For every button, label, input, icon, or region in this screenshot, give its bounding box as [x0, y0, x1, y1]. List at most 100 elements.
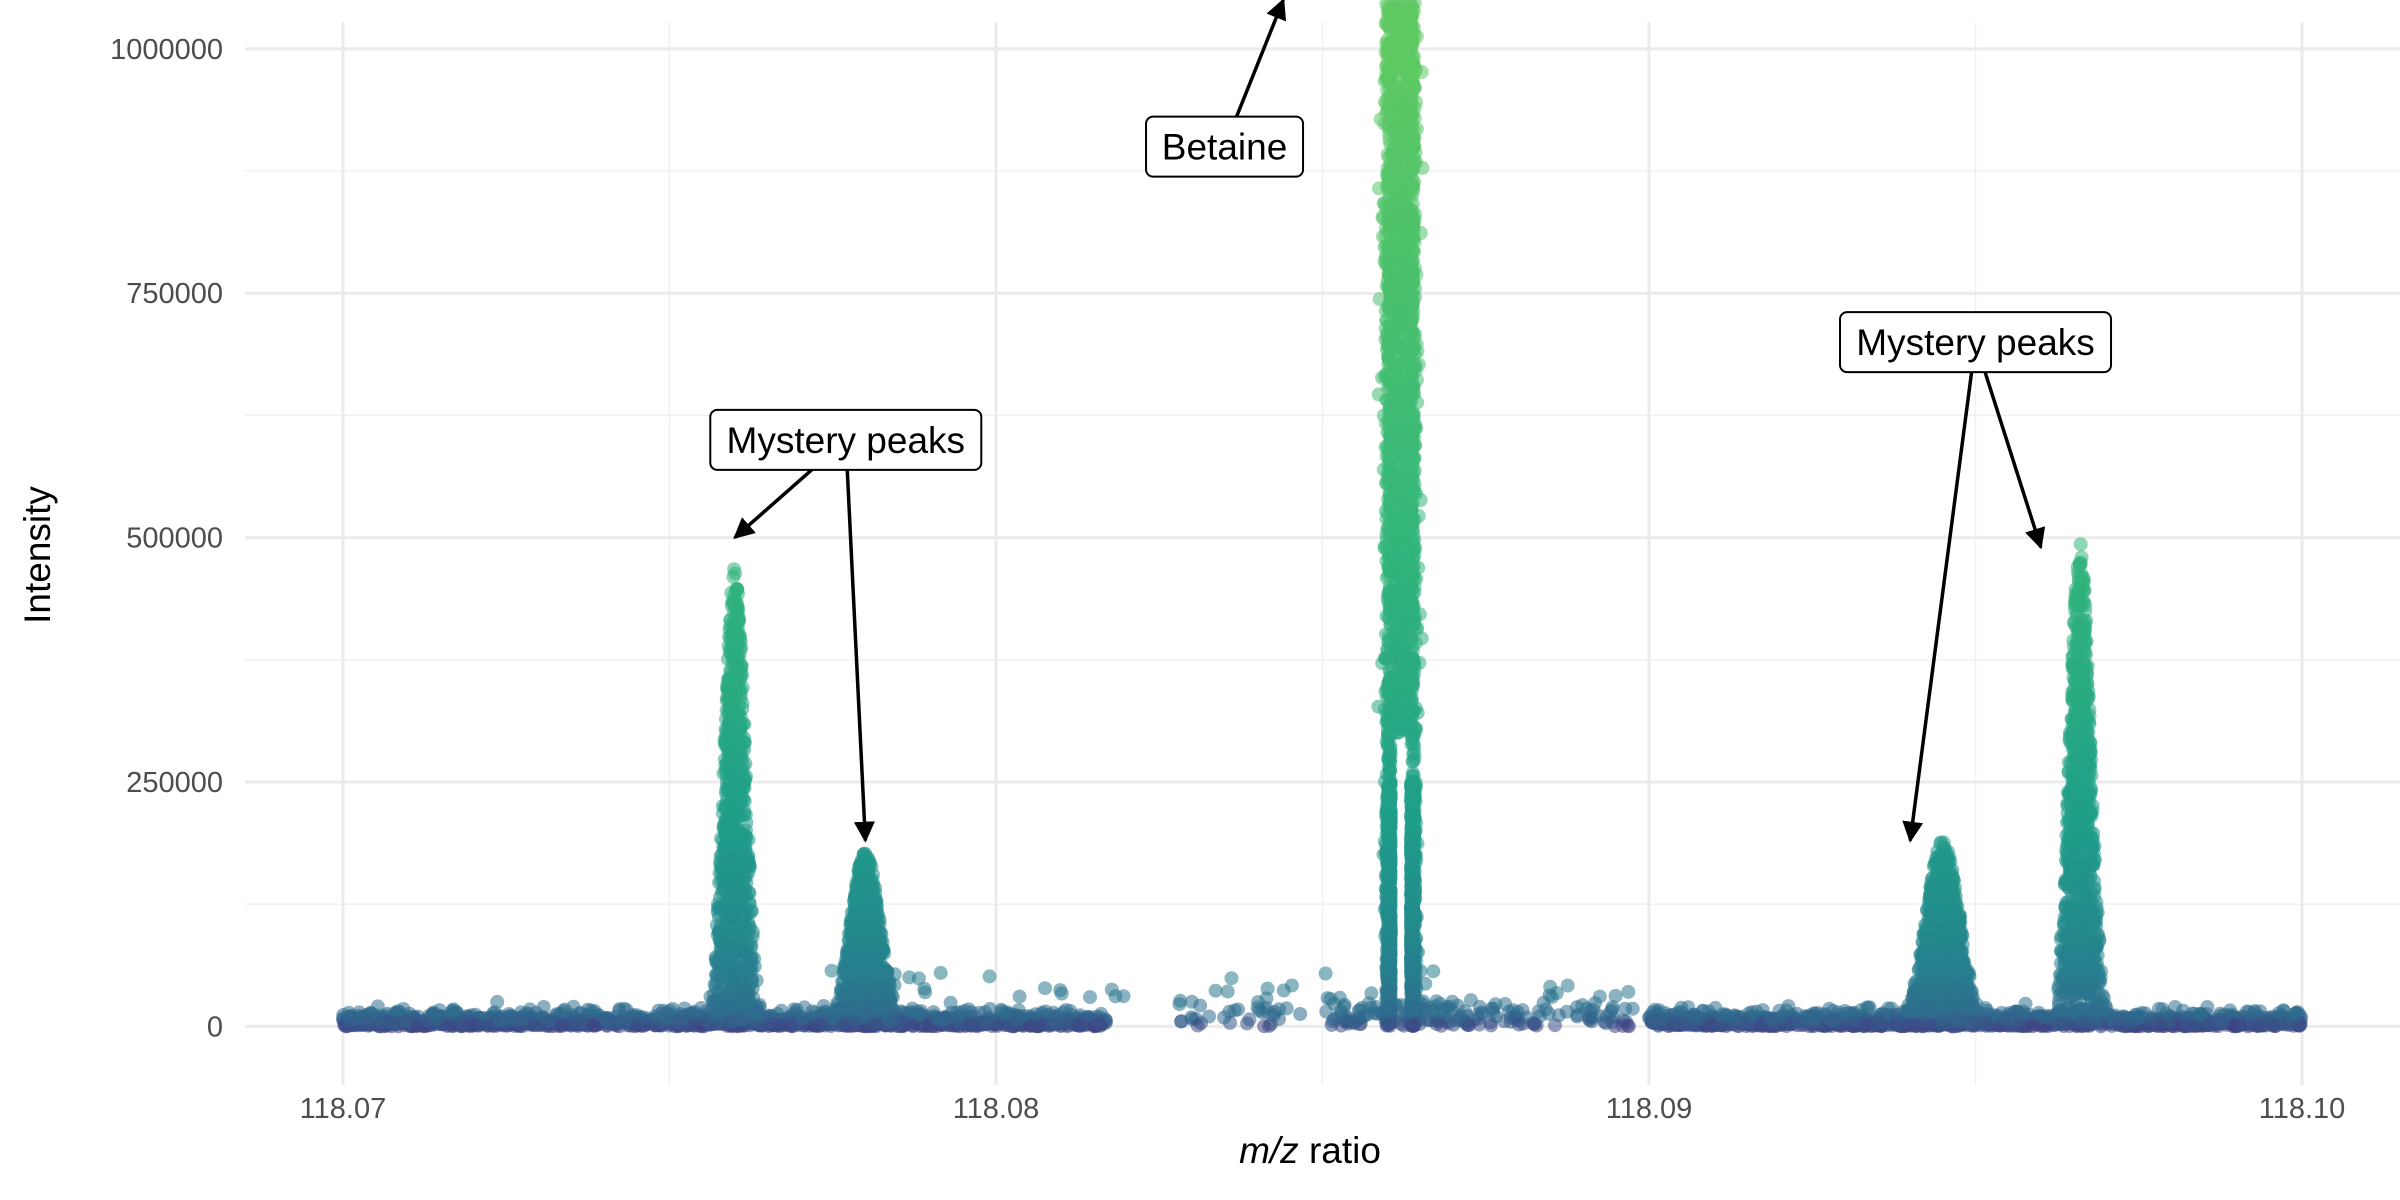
data-point	[657, 1009, 672, 1024]
data-point	[855, 898, 870, 913]
data-point	[1284, 978, 1299, 993]
data-point	[2013, 1018, 2028, 1033]
data-point	[1031, 1018, 1046, 1033]
data-point	[2025, 1019, 2040, 1034]
data-point	[720, 818, 735, 833]
data-point	[712, 922, 727, 937]
data-point	[1071, 1018, 1086, 1033]
data-point	[1014, 1009, 1029, 1024]
data-point	[828, 1004, 843, 1019]
data-point	[858, 934, 873, 948]
data-point	[1224, 971, 1239, 986]
data-point	[850, 981, 864, 996]
data-point	[863, 856, 878, 871]
data-point	[749, 1006, 763, 1021]
data-point	[962, 1018, 977, 1032]
data-point	[2000, 1012, 2015, 1027]
data-point	[721, 857, 735, 872]
data-point	[1059, 1014, 1074, 1028]
data-point	[1038, 981, 1052, 996]
data-point	[541, 1014, 556, 1029]
data-point	[722, 1015, 737, 1030]
data-point	[709, 992, 724, 1007]
data-point	[1260, 981, 1275, 996]
data-point	[1704, 1018, 1719, 1032]
data-point	[713, 958, 728, 973]
data-point	[728, 566, 743, 581]
data-point	[869, 1017, 884, 1032]
data-point	[1173, 993, 1188, 1008]
data-point	[722, 724, 737, 739]
data-point	[1799, 1009, 1814, 1024]
data-point	[455, 1017, 469, 1031]
data-point	[843, 939, 858, 954]
data-point	[943, 995, 958, 1010]
data-point	[1318, 966, 1333, 981]
data-point	[724, 1001, 739, 1016]
data-point	[859, 917, 874, 932]
data-point	[977, 1015, 992, 1030]
data-point	[1687, 1009, 1701, 1024]
data-point	[720, 689, 735, 704]
data-point	[1240, 1016, 1255, 1031]
data-point	[886, 1011, 901, 1026]
data-point	[738, 756, 753, 771]
data-point	[910, 1004, 925, 1019]
minor-gridlines	[245, 22, 2400, 1085]
data-point	[732, 875, 747, 890]
data-point	[1208, 983, 1223, 998]
data-point	[853, 1003, 868, 1018]
data-point	[1560, 978, 1575, 993]
data-point	[1728, 1010, 1743, 1025]
data-point	[1093, 1017, 1107, 1032]
data-point	[1426, 964, 1441, 979]
data-point	[511, 1013, 526, 1028]
data-point	[726, 915, 741, 930]
data-point	[990, 1018, 1005, 1033]
data-point	[728, 618, 743, 633]
data-point	[933, 965, 948, 980]
data-point	[446, 1003, 461, 1018]
data-point	[725, 745, 740, 760]
data-point	[2185, 1017, 2200, 1032]
data-point	[1670, 1015, 1685, 1030]
data-point	[1323, 992, 1338, 1006]
data-point	[1570, 1000, 1585, 1015]
data-point	[1190, 1018, 1205, 1033]
data-point	[1615, 1018, 1630, 1033]
data-point	[353, 1011, 367, 1026]
data-point	[1765, 1014, 1780, 1029]
data-point	[1331, 1010, 1346, 1025]
data-point	[733, 990, 748, 1005]
data-point	[1222, 1004, 1237, 1019]
data-point	[719, 757, 734, 772]
data-point	[726, 639, 741, 654]
data-point	[733, 826, 748, 840]
data-point	[2212, 1016, 2227, 1030]
data-point	[1647, 1013, 1662, 1028]
data-point	[716, 941, 731, 956]
data-point	[628, 1018, 643, 1033]
data-point	[1046, 1013, 1061, 1028]
data-point	[774, 1018, 789, 1033]
data-point	[1012, 989, 1027, 1004]
data-point	[2288, 1007, 2303, 1022]
data-point	[1272, 1012, 1286, 1026]
data-point	[2223, 1003, 2237, 1018]
data-point	[1824, 1013, 1839, 1027]
data-point	[824, 963, 839, 978]
data-point	[2122, 1011, 2137, 1026]
data-point	[1861, 1001, 1876, 1016]
data-point	[1526, 1016, 1541, 1031]
data-point	[1293, 1007, 1308, 1021]
data-point	[566, 999, 581, 1014]
data-point	[1511, 1017, 1526, 1032]
data-point	[712, 890, 727, 905]
data-point	[1486, 1005, 1501, 1020]
data-point	[1220, 984, 1235, 999]
data-point	[851, 957, 866, 972]
data-point	[1104, 982, 1119, 997]
data-point	[499, 1010, 514, 1025]
data-point	[2250, 1018, 2265, 1032]
